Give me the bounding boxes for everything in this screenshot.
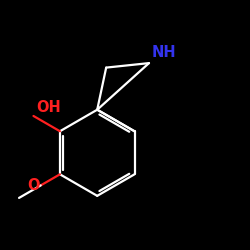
Text: NH: NH xyxy=(152,45,176,60)
Text: O: O xyxy=(27,178,39,193)
Text: OH: OH xyxy=(36,100,61,114)
